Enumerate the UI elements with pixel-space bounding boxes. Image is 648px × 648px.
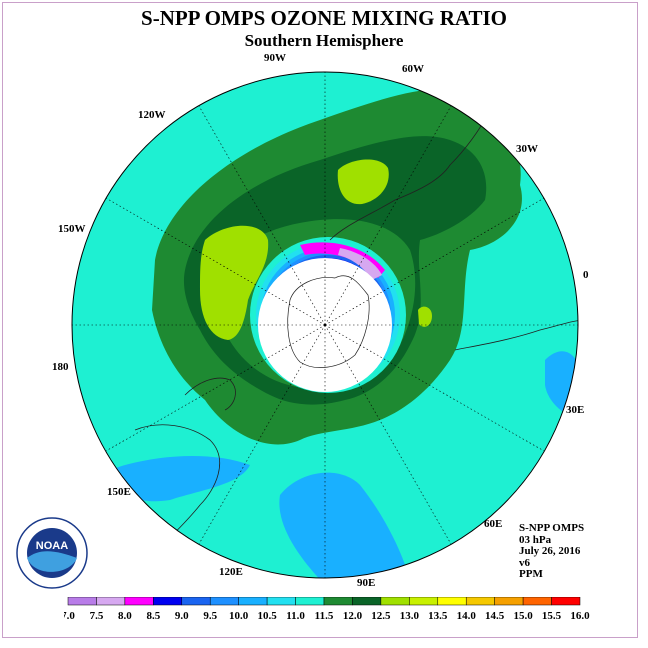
map-border [71,71,579,579]
colorbar-label: 7.5 [90,610,104,622]
colorbar-swatch [352,597,382,606]
lon-label-120w: 120W [138,109,166,121]
lon-label-60e: 60E [484,518,502,530]
info-instrument: S-NPP OMPS [519,522,585,534]
colorbar-swatch [323,597,353,606]
lime-patch-north [337,159,389,205]
colorbar-label: 12.5 [371,610,391,622]
noaa-logo: NOAA [16,517,88,589]
figure-title: S-NPP OMPS OZONE MIXING RATIO [141,6,507,30]
colorbar-swatch [153,597,183,606]
colorbar-label: 13.5 [428,610,448,622]
colorbar-label: 15.0 [513,610,533,622]
figure-subtitle: Southern Hemisphere [244,31,404,50]
colorbar-swatch [295,597,325,606]
colorbar-label: 14.5 [485,610,505,622]
noaa-logo-text: NOAA [36,540,68,552]
colorbar-swatch [551,597,581,606]
colorbar-swatch [465,597,495,606]
colorbar-label: 8.0 [118,610,132,622]
colorbar-label: 11.0 [286,610,305,622]
lon-label-60w: 60W [402,63,424,75]
lon-label-0: 0 [583,269,589,281]
info-units: PPM [519,568,543,580]
info-date: July 26, 2016 [519,545,581,557]
colorbar-label: 7.0 [64,610,75,622]
colorbar-swatch [522,597,552,606]
colorbar-label: 11.5 [315,610,334,622]
colorbar-swatch [494,597,524,606]
lon-label-150w: 150W [58,223,86,235]
lon-label-90e: 90E [357,577,375,589]
info-version: v6 [519,556,530,569]
colorbar-label: 15.5 [542,610,562,622]
pole-marker [323,323,327,327]
colorbar-label: 9.0 [175,610,189,622]
lon-label-90w: 90W [264,52,286,64]
violet-arc [338,248,382,280]
colorbar-label: 14.0 [457,610,477,622]
lime-patch-east [418,306,432,327]
antarctica-coast [287,275,370,368]
info-block: S-NPP OMPS 03 hPa July 26, 2016 v6 PPM [519,522,585,581]
magenta-arc [300,242,385,278]
colorbar: 7.0 7.5 8.0 8.5 9.0 9.5 10.0 10.5 11.0 11.5 12.0 12… [64,597,590,622]
colorbar-swatch [409,597,439,606]
lon-label-120e: 120E [219,566,243,578]
colorbar-label: 12.0 [343,610,363,622]
colorbar-swatch [380,597,410,606]
colorbar-swatch [209,597,239,606]
ozone-field [72,72,578,578]
blue-lobe-southwest [110,455,250,502]
lon-label-30w: 30W [516,143,538,155]
colorbar-label: 10.0 [229,610,249,622]
colorbar-swatch [238,597,268,606]
colorbar-label: 16.0 [570,610,590,622]
lon-label-150e: 150E [107,486,131,498]
blue-lobe-south [279,472,410,578]
info-level: 03 hPa [519,533,552,546]
lon-label-180: 180 [52,361,69,373]
colorbar-swatch [266,597,296,606]
lime-patch-west [200,225,269,340]
colorbar-label: 8.5 [146,610,160,622]
colorbar-swatch [67,597,97,606]
colorbar-label: 13.0 [400,610,420,622]
new-zealand-coast [184,377,236,411]
colorbar-label: 9.5 [203,610,217,622]
figure-frame [2,2,638,638]
colorbar-swatch [124,597,154,606]
colorbar-swatch [96,597,126,606]
colorbar-label: 10.5 [257,610,277,622]
africa-coast [454,319,578,351]
colorbar-swatch [181,597,211,606]
colorbar-swatch [437,597,467,606]
lon-label-30e: 30E [566,404,584,416]
south-america-coast [329,109,491,241]
